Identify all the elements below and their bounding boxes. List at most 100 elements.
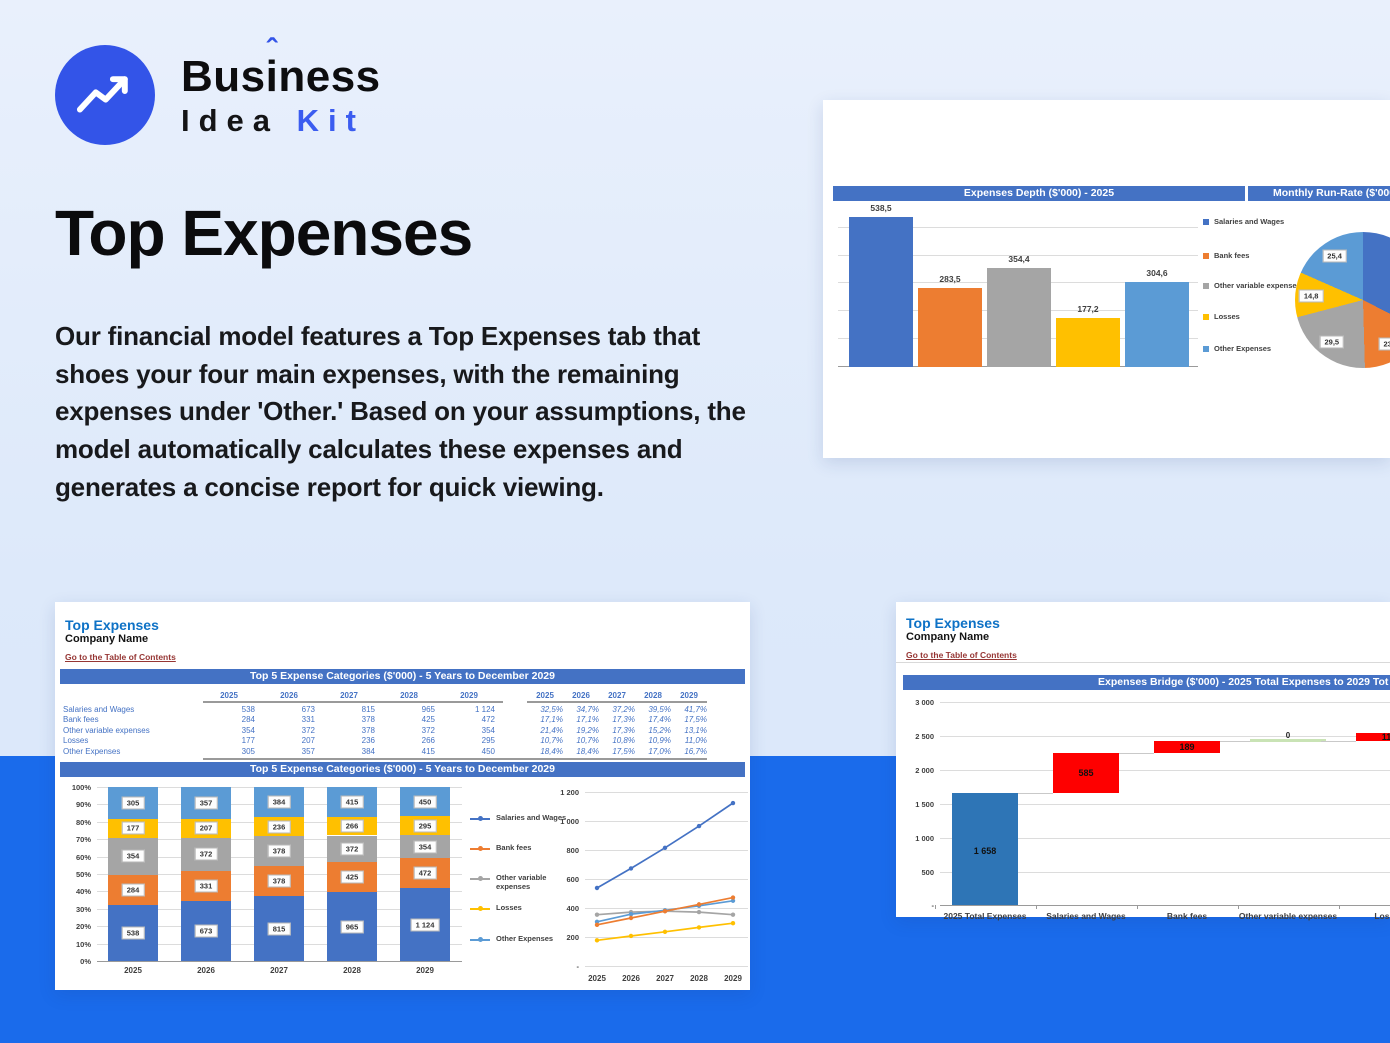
stack-label: 295	[413, 819, 437, 833]
gridline	[940, 769, 1390, 771]
gridline	[585, 879, 748, 880]
bar-Bank fees	[918, 288, 982, 367]
row-label: Salaries and Wages	[63, 704, 135, 714]
bar-Salaries and Wages	[849, 217, 913, 367]
cell: 177	[241, 736, 255, 745]
axis-tick	[1238, 905, 1239, 910]
xtick: 2027	[656, 974, 674, 983]
xtick: 2029	[416, 966, 434, 975]
sheet1-company: Company Name	[65, 633, 149, 646]
stack-label: 266	[340, 819, 364, 833]
pie-label: 14,8	[1298, 289, 1324, 303]
waterfall-value-label: 1 658	[973, 845, 997, 856]
cell: 305	[241, 746, 255, 756]
bar-value-label: 354,4	[1008, 254, 1030, 265]
cell: 37,2%	[612, 704, 635, 714]
gridline	[940, 702, 1390, 703]
gridline	[97, 961, 462, 962]
year-underline	[527, 701, 707, 703]
cell: 815	[361, 704, 375, 714]
bar-value-label: 177,2	[1077, 303, 1099, 314]
ytick: 30%	[75, 904, 91, 914]
stack-label: 305	[121, 796, 145, 810]
cell: 354	[241, 725, 255, 735]
xtick: 2026	[622, 974, 640, 983]
legend-label: Other variable expenses	[496, 873, 547, 892]
ytick: 20%	[75, 922, 91, 932]
cell: 378	[361, 725, 375, 735]
ytick: 40%	[75, 887, 91, 897]
cell: 2025	[536, 690, 554, 700]
cell: 295	[481, 736, 495, 745]
waterfall-zero-line	[1250, 739, 1326, 742]
legend-swatch	[1203, 314, 1209, 320]
cell: 2026	[572, 690, 590, 700]
table-row: Other Expenses 305 357 384 415 450 18,4% 18,4% 1…	[63, 746, 707, 756]
logo-text: Bus ˆ iness Idea Kit	[181, 34, 381, 136]
legend-label: Bank fees	[496, 843, 532, 852]
cell: 2025	[220, 690, 238, 700]
legend-dot	[478, 816, 483, 821]
stack-label: 331	[194, 879, 218, 893]
cell: 450	[481, 746, 495, 756]
cell: 384	[361, 746, 375, 756]
cell: 39,5%	[648, 704, 671, 714]
logo-word-ideakit: Idea Kit	[181, 105, 381, 136]
row-label: Other Expenses	[63, 746, 121, 756]
logo-word-business: Bus ˆ iness	[181, 34, 381, 101]
cell: 2028	[400, 690, 418, 700]
stack-label: 673	[194, 924, 218, 938]
ytick: 70%	[75, 835, 91, 845]
depth-chart-legend: Salaries and Wages Bank fees Other variabl…	[1203, 205, 1313, 365]
logo-word1-i: i	[265, 51, 279, 101]
logo-word-kit: Kit	[296, 102, 365, 138]
cell: 32,5%	[540, 704, 563, 714]
cell: 10,7%	[540, 736, 563, 745]
bridge-banner: Expenses Bridge ($'000) - 2025 Total Exp…	[903, 675, 1390, 690]
waterfall-connector	[1321, 740, 1356, 742]
stack-label: 354	[413, 840, 437, 854]
legend-swatch	[1203, 253, 1209, 259]
row-label: Losses	[63, 736, 89, 745]
axis-tick	[935, 905, 936, 910]
cell: 17,3%	[612, 725, 635, 735]
table-row: Salaries and Wages 538 673 815 965 1 124 32,5%…	[63, 704, 707, 714]
gridline	[585, 850, 748, 851]
ytick: 2 500	[915, 731, 934, 741]
cell: 16,7%	[684, 746, 707, 756]
cell: 357	[301, 746, 315, 756]
ytick: 60%	[75, 852, 91, 862]
cell: 17,1%	[540, 715, 563, 724]
stack-label: 965	[340, 920, 364, 934]
legend-label: Losses	[496, 903, 522, 912]
sheet2-toc-link[interactable]: Go to the Table of Contents	[906, 649, 1017, 660]
legend-dot	[478, 906, 483, 911]
cell: 2026	[280, 690, 298, 700]
line-chart: 1 200 1 000 800 600 400 200 -2025 2026 2027 2028 2…	[545, 785, 750, 985]
line-chart-legend: Salaries and Wages Bank fees Other variabl…	[470, 807, 578, 967]
waterfall-bar	[1356, 732, 1390, 741]
sheet1-title: Top Expenses	[65, 617, 159, 633]
ytick: 80%	[75, 817, 91, 827]
gridline	[940, 803, 1390, 805]
cell: 17,3%	[612, 715, 635, 724]
sheet1-toc-link[interactable]: Go to the Table of Contents	[65, 651, 176, 662]
depth-bar-chart: 538,5 283,5 354,4 177,2 304,6	[838, 196, 1198, 367]
cell: 13,1%	[684, 725, 707, 735]
legend-label: Losses	[1214, 312, 1240, 321]
ytick: 10%	[75, 939, 91, 949]
cell: 21,4%	[540, 725, 563, 735]
cell: 415	[421, 746, 435, 756]
waterfall-bar	[1154, 740, 1220, 754]
axis-tick	[1137, 905, 1138, 910]
sheet2-company: Company Name	[906, 631, 990, 644]
stack-label: 378	[267, 874, 291, 888]
cell: 34,7%	[576, 704, 599, 714]
gridline	[838, 226, 1198, 228]
cell: 17,5%	[612, 746, 635, 756]
ytick: -	[576, 962, 580, 971]
stack-label: 378	[267, 844, 291, 858]
stack-label: 472	[413, 866, 437, 880]
bar-value-label: 283,5	[939, 274, 961, 285]
cell: 2029	[680, 690, 698, 700]
